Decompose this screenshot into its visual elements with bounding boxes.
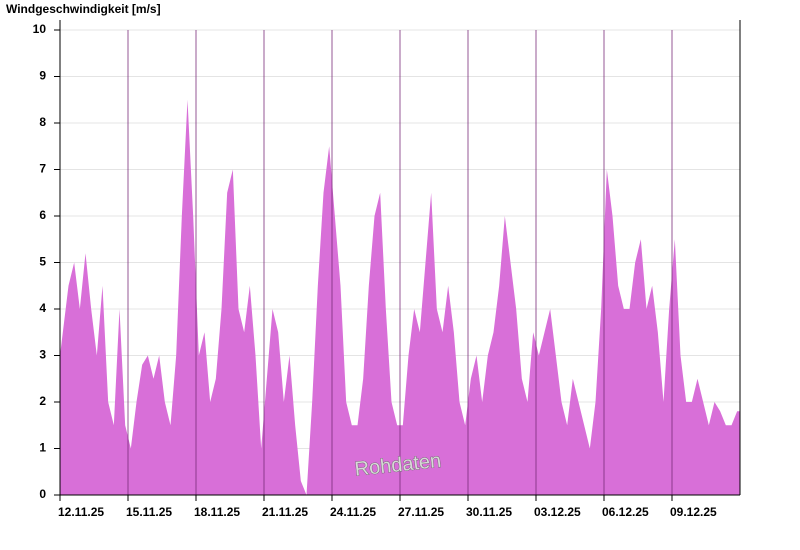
y-tick-label: 3 [39,348,46,362]
x-tick-label: 18.11.25 [194,505,240,519]
y-tick-label: 1 [39,441,46,455]
y-tick-label: 2 [39,394,46,408]
x-tick-label: 09.12.25 [670,505,717,519]
chart-title: Windgeschwindigkeit [m/s] [6,2,161,16]
x-tick-label: 15.11.25 [126,505,172,519]
y-tick-label: 8 [39,115,46,129]
x-tick-label: 21.11.25 [262,505,308,519]
x-tick-label: 03.12.25 [534,505,581,519]
x-tick-label: 30.11.25 [466,505,512,519]
x-tick-label: 27.11.25 [398,505,444,519]
y-tick-label: 0 [39,487,46,501]
y-tick-label: 9 [39,69,46,83]
y-tick-label: 4 [39,301,46,315]
y-tick-label: 10 [33,22,47,36]
x-tick-label: 06.12.25 [602,505,649,519]
y-tick-label: 5 [39,255,46,269]
x-tick-label: 12.11.25 [58,505,104,519]
y-tick-label: 7 [39,162,46,176]
x-tick-label: 24.11.25 [330,505,376,519]
area [60,99,740,495]
y-tick-label: 6 [39,208,46,222]
